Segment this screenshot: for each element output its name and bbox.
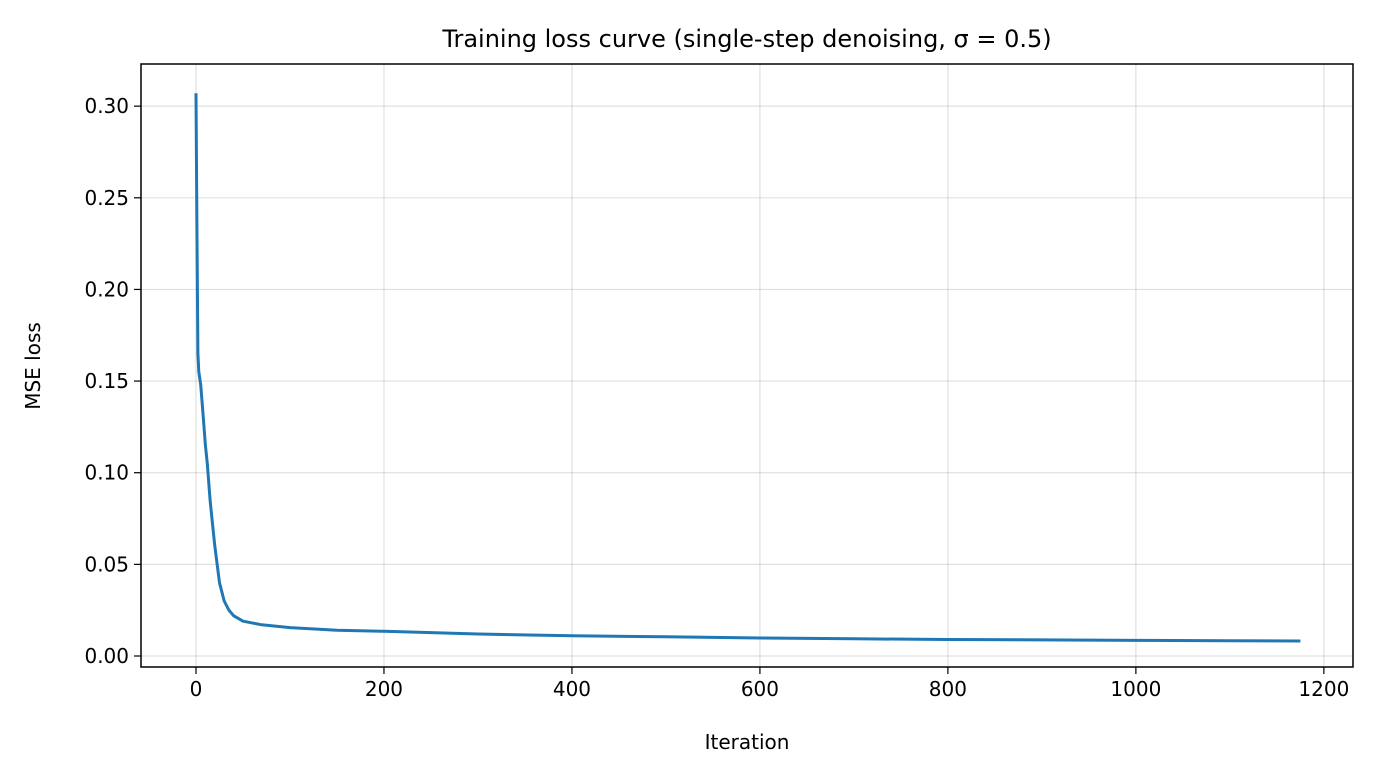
- y-tick-label: 0.10: [84, 461, 129, 485]
- x-tick-label: 400: [553, 677, 591, 701]
- x-tick-label: 600: [741, 677, 779, 701]
- y-axis-label: MSE loss: [21, 322, 45, 410]
- y-tick-label: 0.20: [84, 277, 129, 301]
- y-tick-label: 0.25: [84, 186, 129, 210]
- x-tick-label: 1200: [1298, 677, 1349, 701]
- series-line: [194, 93, 1301, 643]
- x-tick-label: 800: [929, 677, 967, 701]
- chart-title: Training loss curve (single-step denoisi…: [441, 25, 1051, 53]
- ticks: 0 200 400 600 800 1000 1200 0.00 0.05 0.10 0.15 0.2…: [84, 94, 1349, 701]
- x-tick-label: 1000: [1110, 677, 1161, 701]
- y-tick-label: 0.15: [84, 369, 129, 393]
- y-tick-label: 0.05: [84, 552, 129, 576]
- y-tick-label: 0.30: [84, 94, 129, 118]
- plot-frame: [140, 63, 1354, 668]
- x-tick-label: 200: [365, 677, 403, 701]
- grid: [141, 64, 1353, 667]
- x-tick-label: 0: [190, 677, 203, 701]
- x-axis-label: Iteration: [705, 730, 790, 754]
- y-tick-label: 0.00: [84, 644, 129, 668]
